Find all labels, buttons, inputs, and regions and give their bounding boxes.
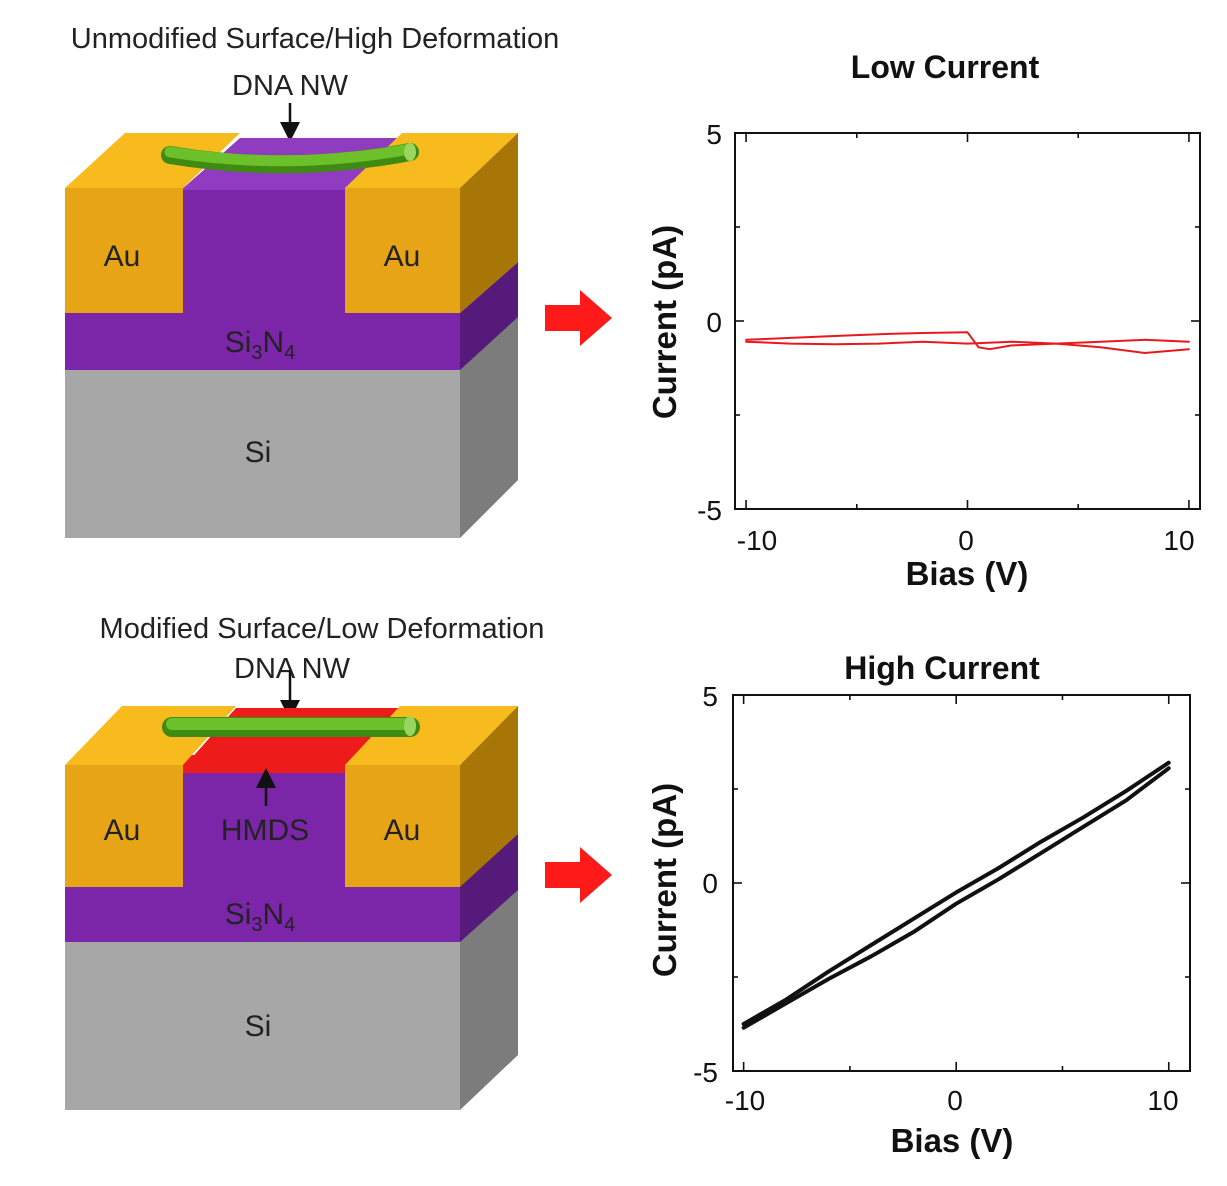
chart2-ytick-mid: 0 [702, 868, 718, 899]
bottom-sin-side [460, 834, 518, 942]
hmds-label: HMDS [221, 814, 309, 847]
bottom-si-side [460, 888, 518, 1110]
bottom-hmds-front [181, 755, 345, 773]
chart1-ytick-bottom: -5 [697, 495, 722, 526]
chart1-xtick-mid: 0 [958, 525, 974, 556]
bottom-si-label: Si [245, 1010, 272, 1043]
top-sin-front [65, 313, 460, 370]
chart2-plot-frame [732, 694, 1191, 1072]
chart1-ytick-top: 5 [706, 119, 722, 150]
top-sin-label: Si3N4 [225, 326, 296, 364]
chart1-title: Low Current [851, 49, 1040, 85]
top-sin-side [460, 262, 518, 370]
chart1-series-group [745, 331, 1190, 354]
chart2-tick-marks [733, 694, 1190, 1072]
chart1-xtick-left: -10 [737, 525, 777, 556]
bottom-result-arrow [545, 847, 612, 903]
top-au-right-side [460, 133, 518, 313]
chart2-ytick-top: 5 [702, 681, 718, 712]
top-au-right-front [345, 188, 460, 313]
chart2-ytick-bottom: -5 [693, 1057, 718, 1088]
top-au-left-front [65, 188, 183, 313]
bottom-sin-label: Si3N4 [225, 898, 296, 936]
top-nanowire-label: DNA NW [232, 70, 349, 102]
bottom-au-right-side [460, 706, 518, 887]
top-au-left-top [65, 133, 240, 188]
bottom-sin-front [65, 885, 460, 942]
bottom-caption: Modified Surface/Low Deformation [100, 613, 545, 645]
bottom-au-left-front [65, 765, 183, 887]
chart2-xtick-mid: 0 [947, 1085, 963, 1116]
chart2-title: High Current [844, 650, 1040, 686]
bottom-au-left-label: Au [104, 814, 141, 847]
top-device-diagram: Unmodified Surface/High Deformation DNA … [65, 23, 559, 538]
bottom-channel-front [181, 770, 345, 887]
chart1-ylabel: Current (pA) [646, 225, 683, 419]
bottom-device-diagram: Modified Surface/Low Deformation DNA NW … [65, 613, 544, 1110]
top-caption: Unmodified Surface/High Deformation [71, 23, 559, 55]
chart2-series-group [741, 760, 1171, 1030]
chart1-plot-frame [734, 132, 1201, 510]
chart2-ylabel: Current (pA) [646, 783, 683, 977]
high-current-chart: High Current 5 0 -5 -10 0 10 Bias (V) Cu… [646, 650, 1191, 1159]
top-au-right-label: Au [384, 240, 421, 273]
chart1-series-reverse-sweep [745, 340, 1190, 354]
bottom-au-right-label: Au [384, 814, 421, 847]
top-result-arrow [545, 290, 612, 346]
bottom-au-right-front [345, 765, 460, 887]
chart2-series-lower-branch [741, 766, 1171, 1030]
chart2-xtick-right: 10 [1147, 1085, 1178, 1116]
bottom-si-front [65, 940, 460, 1110]
chart1-series-forward-sweep [745, 331, 1190, 351]
chart1-tick-marks [735, 132, 1200, 510]
top-si-front [65, 368, 460, 538]
low-current-chart: Low Current 5 0 -5 -10 0 10 Bias (V) Cur… [646, 49, 1201, 592]
chart2-series-upper-branch [741, 760, 1171, 1026]
top-si-label: Si [245, 436, 272, 469]
top-channel-front [181, 190, 345, 315]
top-si-side [460, 315, 518, 538]
top-au-left-label: Au [104, 240, 141, 273]
chart1-ytick-mid: 0 [706, 307, 722, 338]
chart1-xtick-right: 10 [1163, 525, 1194, 556]
chart1-xlabel: Bias (V) [906, 555, 1029, 592]
bottom-nanowire-label: DNA NW [234, 653, 351, 685]
chart2-xlabel: Bias (V) [891, 1122, 1014, 1159]
chart2-xtick-left: -10 [725, 1085, 765, 1116]
